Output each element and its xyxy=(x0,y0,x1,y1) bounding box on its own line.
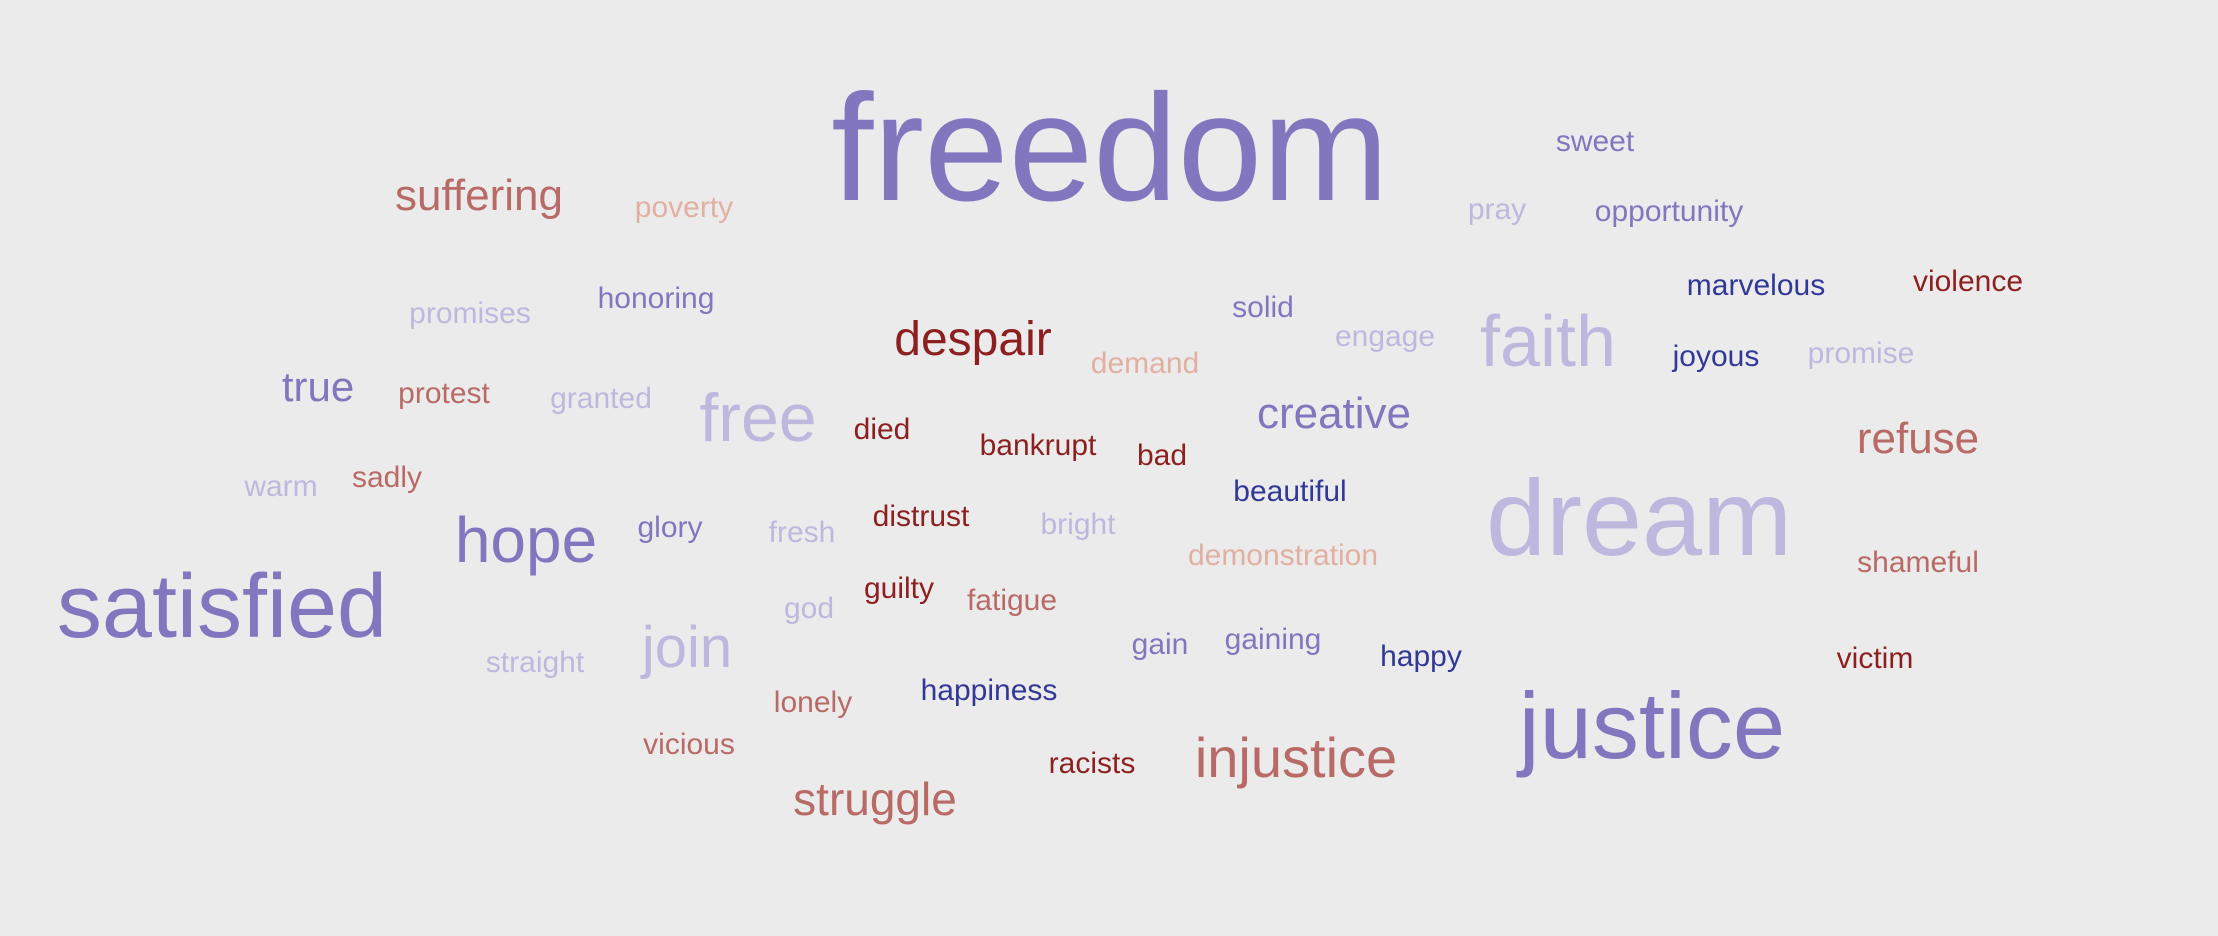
word-honoring: honoring xyxy=(597,282,715,315)
word-bankrupt: bankrupt xyxy=(979,429,1097,462)
word-fatigue: fatigue xyxy=(966,584,1058,617)
word-sweet: sweet xyxy=(1555,125,1635,158)
word-happiness: happiness xyxy=(920,674,1058,707)
word-gaining: gaining xyxy=(1224,623,1322,656)
word-died: died xyxy=(853,413,911,446)
word-bright: bright xyxy=(1040,508,1116,541)
word-straight: straight xyxy=(485,646,585,679)
word-gain: gain xyxy=(1131,628,1189,661)
word-happy: happy xyxy=(1380,640,1462,673)
word-distrust: distrust xyxy=(872,500,970,533)
word-freedom: freedom xyxy=(831,63,1389,233)
word-engage: engage xyxy=(1334,320,1436,353)
word-suffering: suffering xyxy=(395,171,563,220)
word-demonstration: demonstration xyxy=(1187,539,1379,572)
word-justice: justice xyxy=(1518,673,1786,778)
word-god: god xyxy=(783,592,835,625)
word-fresh: fresh xyxy=(768,516,836,549)
word-promises: promises xyxy=(409,297,531,330)
word-victim: victim xyxy=(1836,642,1914,675)
word-guilty: guilty xyxy=(863,572,935,605)
word-injustice: injustice xyxy=(1194,726,1398,789)
word-poverty: poverty xyxy=(634,191,734,224)
word-free: free xyxy=(699,380,817,456)
word-marvelous: marvelous xyxy=(1686,269,1826,302)
word-promise: promise xyxy=(1807,337,1915,370)
word-vicious: vicious xyxy=(643,728,735,761)
word-opportunity: opportunity xyxy=(1594,195,1744,228)
word-satisfied: satisfied xyxy=(56,557,388,657)
word-faith: faith xyxy=(1479,302,1617,382)
word-struggle: struggle xyxy=(793,773,957,825)
word-granted: granted xyxy=(550,382,652,415)
word-refuse: refuse xyxy=(1856,414,1980,463)
word-racists: racists xyxy=(1048,747,1136,780)
word-violence: violence xyxy=(1912,265,2024,298)
word-join: join xyxy=(641,615,733,680)
word-sadly: sadly xyxy=(351,461,423,494)
word-joyous: joyous xyxy=(1672,340,1760,373)
word-despair: despair xyxy=(894,313,1052,366)
word-protest: protest xyxy=(398,377,490,410)
word-solid: solid xyxy=(1232,291,1294,324)
word-creative: creative xyxy=(1256,389,1412,438)
word-hope: hope xyxy=(454,504,598,576)
word-bad: bad xyxy=(1136,439,1188,472)
word-beautiful: beautiful xyxy=(1233,475,1347,508)
word-pray: pray xyxy=(1467,193,1527,226)
word-dream: dream xyxy=(1485,457,1793,578)
word-demand: demand xyxy=(1090,347,1200,380)
word-shameful: shameful xyxy=(1857,546,1979,579)
word-glory: glory xyxy=(637,511,703,544)
word-warm: warm xyxy=(244,470,318,503)
word-lonely: lonely xyxy=(773,686,853,719)
word-true: true xyxy=(281,363,355,410)
